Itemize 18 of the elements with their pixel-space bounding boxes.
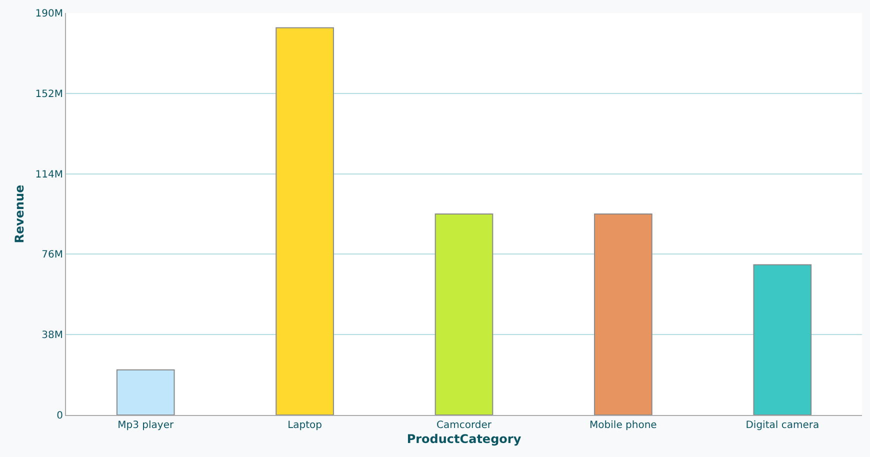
bar	[116, 369, 175, 415]
y-tick-label: 0	[56, 410, 63, 422]
y-tick-label: 190M	[35, 8, 63, 20]
bar	[434, 214, 494, 415]
x-tick-label: Digital camera	[746, 420, 820, 431]
y-tick-label: 76M	[42, 250, 63, 261]
y-tick-label: 152M	[35, 88, 63, 100]
x-tick-label: Laptop	[288, 420, 322, 431]
y-tick-label: 38M	[42, 330, 63, 342]
x-axis-title: ProductCategory	[406, 432, 522, 446]
x-tick-label: Mobile phone	[590, 420, 657, 431]
bar	[276, 27, 334, 415]
x-tick-label: Mp3 player	[118, 420, 174, 431]
y-axis-title: Revenue	[12, 184, 27, 244]
y-tick-label: 114M	[35, 169, 63, 180]
x-tick-label: Camcorder	[436, 420, 492, 431]
bar	[753, 264, 812, 415]
bar	[594, 214, 652, 415]
